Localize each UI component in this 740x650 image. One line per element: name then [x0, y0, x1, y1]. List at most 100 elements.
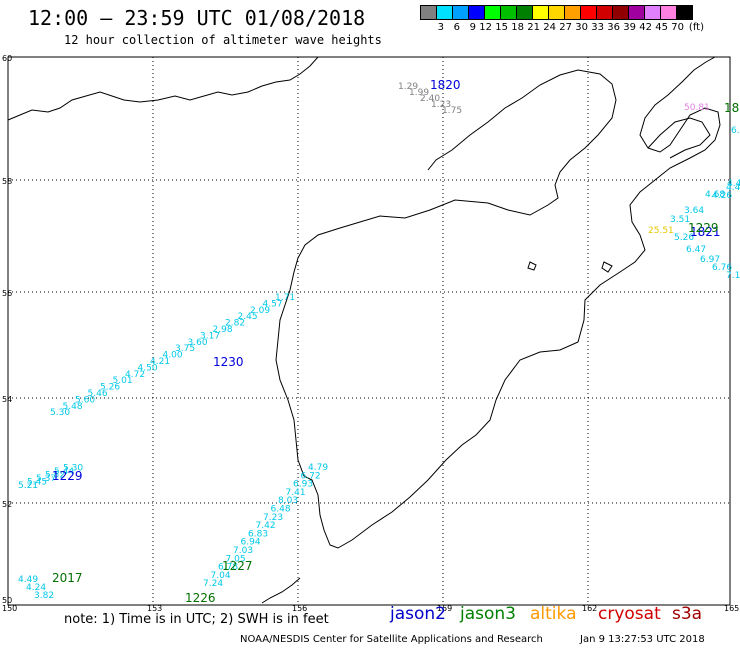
swh-value: 5.46 — [88, 389, 108, 399]
lat-lon-grid — [8, 57, 730, 605]
swh-value: 5.26 — [674, 233, 694, 243]
swh-value: 6.2 — [731, 126, 740, 136]
pass-time-label: 18 — [724, 101, 739, 115]
swh-value: 5.21 — [18, 481, 38, 491]
legend-item-jason3: jason3 — [460, 604, 516, 624]
kamchatka-north-coast — [639, 56, 716, 149]
pass-time-label: 2017 — [52, 571, 83, 585]
swh-value: 5.30 — [63, 464, 83, 474]
lon-label: 156 — [292, 604, 307, 613]
scale-label: 42 — [639, 22, 652, 33]
scale-label: 3 — [437, 22, 444, 33]
swh-value: 3.17 — [200, 331, 220, 341]
footer-note: note: 1) Time is in UTC; 2) SWH is in fe… — [64, 612, 329, 627]
swh-value: 1.23 — [431, 100, 451, 110]
swh-value: 1.75 — [442, 106, 462, 116]
swh-value: 4.68 — [705, 190, 725, 200]
legend-item-s3a: s3a — [672, 604, 703, 624]
lat-label: 58 — [2, 177, 12, 186]
swh-value: 4.24 — [26, 583, 46, 593]
swh-value: 7.05 — [226, 554, 246, 564]
swh-value: 6.94 — [241, 538, 261, 548]
penzhina-bay — [647, 117, 711, 159]
swh-value: 1.71 — [275, 293, 295, 303]
pass-time-label: 1821 — [690, 225, 721, 239]
swh-value: 6.48 — [271, 505, 291, 515]
swh-value: 5.52 — [45, 471, 65, 481]
swh-value: 4.4 — [727, 179, 740, 189]
scale-label: 21 — [527, 22, 540, 33]
swh-value: 1.29 — [398, 82, 418, 92]
page-subtitle: 12 hour collection of altimeter wave hei… — [64, 33, 382, 47]
swh-value: 6.78 — [218, 563, 238, 573]
scale-label: 36 — [607, 22, 620, 33]
swh-value: 5.45 — [27, 478, 47, 488]
scale-label: 9 — [469, 22, 476, 33]
swh-value: 6.72 — [301, 471, 321, 481]
swh-value: 2.40 — [420, 94, 440, 104]
scale-label: 27 — [559, 22, 572, 33]
lon-label: 150 — [2, 604, 17, 613]
lat-label: 50 — [2, 596, 12, 605]
swh-value: 4.26 — [712, 191, 732, 201]
swh-value: 7.03 — [233, 546, 253, 556]
scale-swatch — [676, 5, 693, 20]
pass-time-label: 1820 — [430, 78, 461, 92]
swh-value: 6.76 — [712, 263, 732, 273]
scale-label: 6 — [453, 22, 460, 33]
swh-value: 6.93 — [293, 480, 313, 490]
lon-label: 165 — [724, 604, 739, 613]
kuril-islands — [261, 577, 301, 604]
swh-value: 4.49 — [18, 575, 38, 585]
legend-item-altika: altika — [530, 604, 577, 624]
swh-value: 5.37 — [36, 474, 56, 484]
swh-value: 8.03 — [278, 496, 298, 506]
swh-value: 6.47 — [686, 245, 706, 255]
scale-label: 70 — [671, 22, 684, 33]
swh-value: 3.82 — [34, 591, 54, 601]
scale-label: 33 — [591, 22, 604, 33]
lon-label: 162 — [582, 604, 597, 613]
swh-value: 4.00 — [163, 351, 183, 361]
swh-value: 50.81 — [684, 103, 710, 113]
swh-value: 3.60 — [188, 338, 208, 348]
scale-label: 12 — [479, 22, 492, 33]
lon-label: 159 — [437, 604, 452, 613]
color-scale-labels: 3 6 9 12 15 18 21 24 27 30 33 36 39 42 45 70 (ft) — [420, 22, 704, 33]
magadan-coast — [7, 56, 319, 121]
swh-value: 5.30 — [50, 408, 70, 418]
legend-item-jason2: jason2 — [390, 604, 446, 624]
lon-label: 153 — [147, 604, 162, 613]
swh-value: 5.60 — [75, 395, 95, 405]
scale-label: 18 — [511, 22, 524, 33]
swh-value: 5.48 — [63, 402, 83, 412]
swh-value: 2.98 — [213, 325, 233, 335]
swh-value: 7.42 — [256, 521, 276, 531]
swh-value: 6.83 — [248, 529, 268, 539]
swh-value: 7.23 — [263, 513, 283, 523]
pass-time-label: 1229 — [52, 469, 83, 483]
swh-value: 7.24 — [203, 579, 223, 589]
swh-value: 4.46 — [726, 183, 740, 193]
scale-unit: (ft) — [688, 22, 704, 33]
swh-value: 4.79 — [308, 463, 328, 473]
timestamp: Jan 9 13:27:53 UTC 2018 — [580, 634, 705, 645]
swh-value: 2.45 — [238, 312, 258, 322]
pass-time-label: 1230 — [213, 355, 244, 369]
color-scale — [420, 5, 693, 20]
lat-label: 56 — [2, 289, 12, 298]
island-1 — [527, 261, 537, 271]
pass-time-label: 1227 — [222, 559, 253, 573]
swh-value: 1.99 — [409, 88, 429, 98]
swh-value: 5.01 — [113, 376, 133, 386]
map-frame — [7, 56, 731, 606]
swh-value: 7.04 — [211, 571, 231, 581]
swh-value: 4.50 — [138, 363, 158, 373]
swh-value: 5.44 — [54, 467, 74, 477]
page-title: 12:00 — 23:59 UTC 01/08/2018 — [28, 6, 366, 30]
altimeter-tracks: 1.291.992.401.231.75 1820 1.714.572.092.45… — [18, 78, 740, 605]
swh-value: 2.09 — [250, 306, 270, 316]
swh-value: 4.57 — [263, 299, 283, 309]
